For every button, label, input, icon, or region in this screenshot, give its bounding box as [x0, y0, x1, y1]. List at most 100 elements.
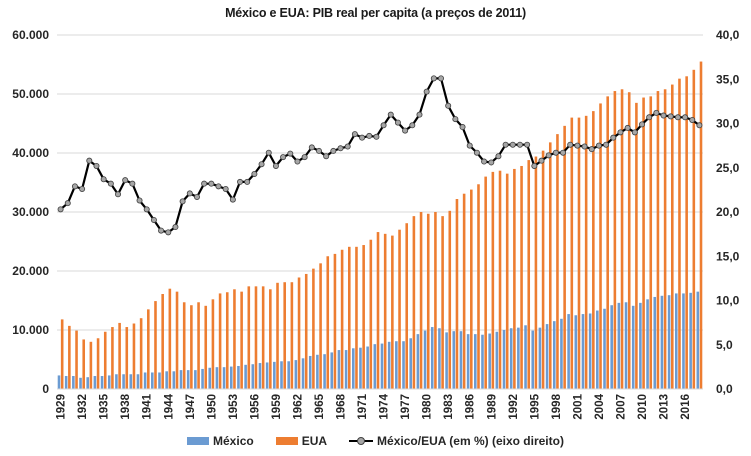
bar-eua	[60, 319, 64, 389]
bar-eua	[297, 277, 301, 389]
bar-mexico	[531, 330, 535, 389]
bar-eua	[441, 216, 444, 389]
bar-eua	[147, 309, 150, 389]
eua-bars	[60, 61, 703, 390]
bar-eua	[369, 239, 373, 389]
ratio-point	[344, 143, 351, 150]
legend-item-ratio[interactable]: México/EUA (em %) (eixo direito)	[349, 434, 564, 448]
bar-eua	[326, 256, 330, 389]
ratio-point	[581, 143, 588, 150]
ratio-point	[143, 206, 150, 213]
ratio-point	[560, 149, 567, 156]
bar-mexico	[459, 331, 463, 389]
ratio-point	[93, 162, 100, 169]
ratio-point	[86, 157, 93, 164]
bar-mexico	[287, 361, 290, 389]
bar-mexico	[251, 364, 255, 389]
bar-eua	[563, 125, 566, 390]
bar-mexico	[416, 334, 420, 389]
bar-mexico	[57, 375, 61, 389]
legend-item-eua[interactable]: EUA	[275, 434, 327, 448]
bar-mexico	[301, 358, 305, 389]
bar-eua	[527, 160, 531, 389]
ratio-point	[423, 88, 430, 95]
ratio-point	[179, 198, 186, 205]
ratio-point	[158, 227, 165, 234]
mexico-swatch-icon	[187, 437, 210, 445]
bar-eua	[240, 291, 243, 389]
bar-mexico	[308, 355, 312, 389]
bar-mexico	[265, 362, 269, 389]
bar-eua	[649, 96, 653, 390]
bar-eua	[606, 96, 609, 390]
x-tick-label: 1938	[120, 393, 132, 419]
x-tick-label: 1935	[99, 393, 111, 419]
ratio-point	[495, 153, 502, 160]
eua-swatch-icon	[275, 437, 298, 445]
bar-mexico	[624, 302, 628, 389]
ratio-point	[136, 197, 143, 204]
bar-mexico	[696, 291, 700, 389]
ratio-point	[445, 102, 452, 109]
bar-mexico	[395, 341, 398, 389]
bar-mexico	[337, 350, 341, 389]
x-tick-label: 1959	[271, 394, 283, 420]
bar-mexico	[165, 371, 168, 389]
bar-mexico	[538, 327, 542, 389]
ratio-point	[552, 149, 559, 156]
bar-mexico	[667, 295, 671, 389]
ratio-point	[100, 176, 107, 183]
ratio-point	[330, 147, 337, 154]
bar-mexico	[344, 350, 348, 389]
left-tick-label: 20.000	[12, 264, 49, 278]
x-tick-label: 1977	[400, 394, 412, 420]
bar-eua	[599, 103, 602, 389]
bar-eua	[261, 286, 265, 389]
ratio-point	[689, 116, 696, 123]
bar-mexico	[215, 367, 219, 389]
bar-mexico	[122, 374, 125, 389]
ratio-point	[107, 180, 114, 187]
bar-eua	[319, 263, 322, 389]
bar-mexico	[430, 327, 434, 389]
bar-eua	[405, 223, 409, 389]
bar-mexico	[158, 372, 161, 389]
bar-mexico	[93, 376, 97, 389]
bar-eua	[82, 339, 86, 389]
ratio-point	[351, 131, 358, 138]
bar-eua	[520, 165, 523, 389]
ratio-point	[459, 124, 466, 131]
bar-eua	[96, 338, 100, 389]
bar-eua	[269, 289, 272, 389]
gridlines	[57, 34, 703, 390]
ratio-point	[287, 150, 294, 157]
ratio-point	[488, 159, 495, 166]
bar-eua	[470, 189, 473, 389]
ratio-point	[660, 112, 667, 119]
x-tick-label: 2004	[594, 393, 606, 419]
right-axis-ticks: 0,0 5,0 10,0 15,0 20,0 25,0 30,0 35,0 40,0	[716, 28, 740, 396]
ratio-point	[638, 121, 645, 128]
ratio-point	[265, 149, 272, 156]
bar-eua	[620, 89, 624, 389]
x-tick-label: 1953	[228, 394, 240, 420]
x-tick-label: 2007	[615, 394, 627, 420]
bar-eua	[491, 171, 495, 389]
bar-eua	[627, 92, 631, 389]
ratio-point	[251, 170, 258, 177]
bar-eua	[656, 91, 660, 390]
ratio-point	[79, 185, 86, 192]
bar-mexico	[423, 330, 427, 389]
bar-eua	[290, 282, 294, 389]
legend-item-mexico[interactable]: México	[187, 434, 254, 448]
ratio-point	[595, 142, 602, 149]
ratio-point	[402, 127, 409, 134]
ratio-point	[610, 134, 617, 141]
ratio-point	[165, 229, 172, 236]
ratio-point	[359, 134, 366, 141]
right-tick-label: 40,0	[716, 28, 740, 42]
bar-eua	[448, 210, 452, 389]
bar-mexico	[574, 315, 578, 389]
bar-eua	[125, 327, 129, 389]
bar-eua	[132, 323, 136, 389]
